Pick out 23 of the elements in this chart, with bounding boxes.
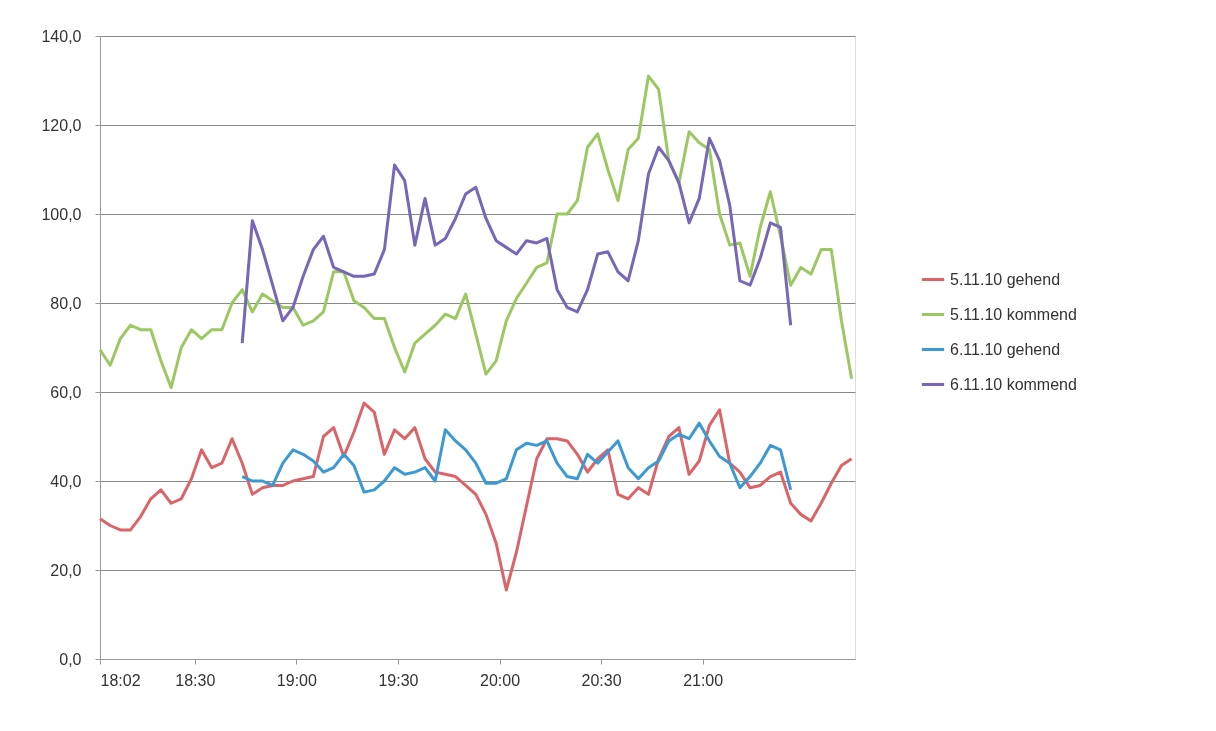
line-series bbox=[240, 136, 793, 345]
legend-label: 6.11.10 gehend bbox=[950, 340, 1061, 358]
line-series bbox=[98, 401, 854, 592]
y-tick-label: 120,0 bbox=[41, 116, 82, 134]
y-tick-label: 140,0 bbox=[41, 27, 82, 45]
legend-label: 5.11.10 gehend bbox=[950, 270, 1061, 288]
line-series bbox=[98, 74, 854, 390]
x-tick-label: 19:30 bbox=[378, 671, 419, 689]
x-tick-label: 18:02 bbox=[100, 671, 141, 689]
y-tick-label: 100,0 bbox=[41, 205, 82, 223]
y-tick-label: 40,0 bbox=[50, 472, 82, 490]
x-tick-label: 20:00 bbox=[479, 671, 521, 689]
x-tick-label: 20:30 bbox=[581, 671, 622, 689]
x-tick-label: 19:00 bbox=[276, 671, 317, 689]
x-tick-label: 18:30 bbox=[175, 671, 216, 689]
y-tick-label: 20,0 bbox=[50, 561, 82, 579]
x-tick-label: 21:00 bbox=[683, 671, 724, 689]
legend-label: 5.11.10 kommend bbox=[950, 305, 1077, 323]
y-tick-label: 60,0 bbox=[50, 383, 82, 401]
y-tick-label: 80,0 bbox=[50, 294, 82, 312]
legend-label: 6.11.10 kommend bbox=[950, 375, 1077, 393]
y-tick-label: 0,0 bbox=[59, 650, 82, 668]
line-series bbox=[240, 421, 793, 494]
